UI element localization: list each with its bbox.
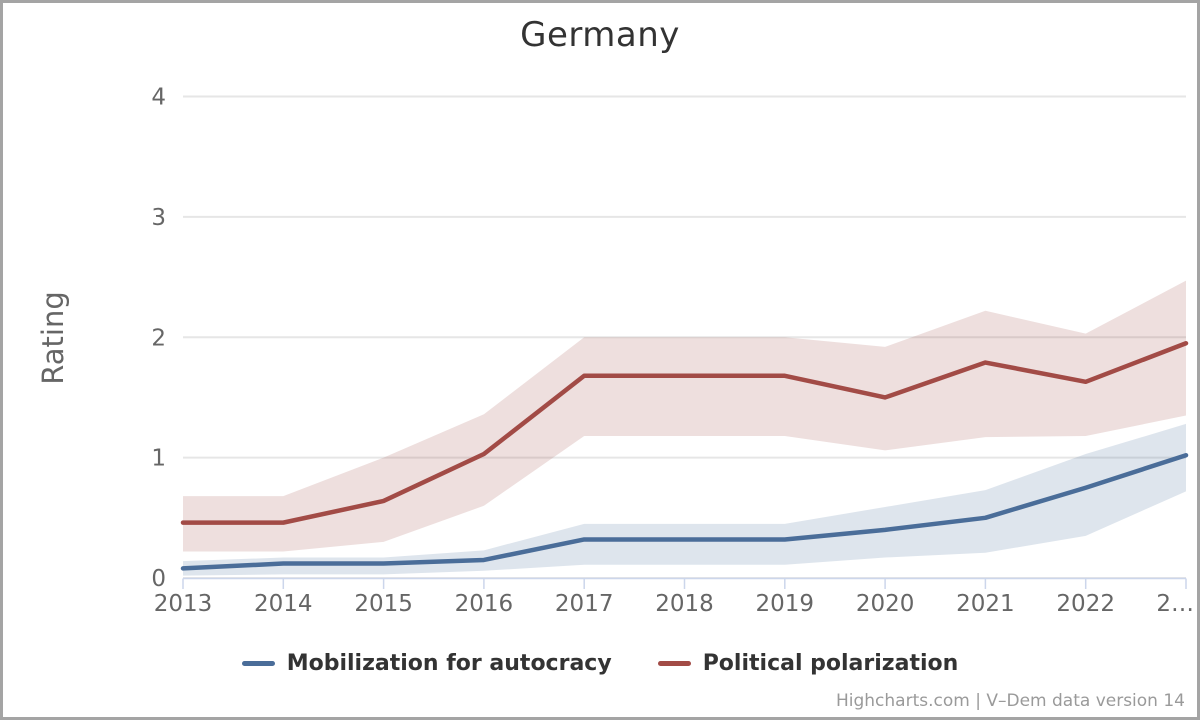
series-band-political-polarization — [183, 280, 1186, 552]
credits-link[interactable]: Highcharts.com | V–Dem data version 14 — [835, 691, 1185, 711]
y-axis-label: 1 — [151, 446, 166, 472]
x-axis-label: 2019 — [756, 591, 815, 617]
x-axis-label: 2020 — [856, 591, 915, 617]
x-axis-label: 2… — [1156, 591, 1194, 617]
x-axis-label: 2014 — [254, 591, 313, 617]
x-axis-label: 2022 — [1056, 591, 1115, 617]
y-axis-label: 3 — [151, 205, 166, 231]
x-axis-label: 2016 — [455, 591, 514, 617]
legend: Mobilization for autocracy Political pol… — [3, 651, 1197, 676]
legend-label: Political polarization — [702, 651, 959, 676]
legend-item-political-polarization[interactable]: Political polarization — [657, 651, 959, 676]
x-axis-label: 2021 — [956, 591, 1015, 617]
y-axis-label: 0 — [151, 566, 166, 592]
series-line-political-polarization[interactable] — [180, 341, 1189, 525]
legend-label: Mobilization for autocracy — [286, 651, 612, 676]
plot-area: 0 1 2 3 4 2013 2014 2015 2016 2017 2018 2019 2020 202… — [151, 85, 1194, 618]
chart-title: Germany — [520, 15, 680, 55]
y-axis-label: 2 — [151, 325, 166, 351]
y-axis-label: 4 — [151, 85, 166, 111]
x-axis-label: 2018 — [655, 591, 714, 617]
x-axis-label: 2015 — [354, 591, 413, 617]
legend-line-icon — [241, 661, 275, 666]
x-axis-label: 2017 — [555, 591, 614, 617]
legend-line-icon — [657, 661, 691, 666]
series-band-mobilization-for-autocracy — [183, 423, 1186, 576]
series-line-mobilization-for-autocracy[interactable] — [180, 452, 1189, 571]
legend-item-mobilization-for-autocracy[interactable]: Mobilization for autocracy — [241, 651, 612, 676]
x-axis-label: 2013 — [154, 591, 213, 617]
